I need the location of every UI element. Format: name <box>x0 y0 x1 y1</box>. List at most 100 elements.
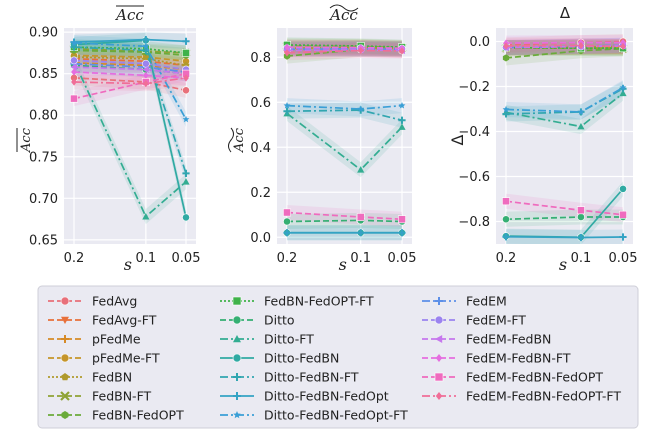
legend-label: FedBN-FedOPT-FT <box>264 294 374 309</box>
y-tick-label: 0.70 <box>29 192 58 207</box>
point-Ditto-FedBN-FedOpt <box>502 233 510 241</box>
legend-label: Ditto <box>264 313 295 328</box>
point-Ditto-FT <box>577 122 585 130</box>
line-FedAvg <box>73 76 187 92</box>
band-Ditto-FedBN-FedOpt-FT <box>506 80 623 120</box>
point-FedEM-FedBN-FedOPT-FT <box>71 78 77 86</box>
legend-marker <box>61 335 69 343</box>
y-axis-label: Acc <box>228 127 247 153</box>
legend-label: FedBN-FedOPT <box>92 408 184 423</box>
point-Ditto-FedBN <box>619 184 627 193</box>
legend-label: FedBN <box>92 370 132 385</box>
y-tick-label: −0.8 <box>458 215 490 230</box>
line-Ditto-FedBN-FedOpt <box>505 235 624 239</box>
legend-entry-FedEM: FedEM <box>422 294 507 309</box>
series-layer <box>282 37 407 241</box>
y-tick-label: −0.2 <box>458 80 490 95</box>
legend-marker <box>435 297 443 305</box>
plot-area <box>277 28 412 244</box>
legend-label: pFedMe-FT <box>92 351 160 366</box>
point-Ditto-FedBN-FT <box>283 107 291 115</box>
point-FedEM-FedBN-FedOPT <box>356 213 365 221</box>
legend-label: FedEM-FedBN <box>466 332 551 347</box>
point-FedEM-FedBN-FT <box>620 39 626 47</box>
title-text: Acc <box>114 6 144 24</box>
legend-label: Ditto-FedBN-FT <box>264 370 359 385</box>
legend-marker <box>60 353 70 363</box>
series-FedEM-FedBN-FedOPT <box>502 197 627 219</box>
series-Ditto-FedBN-FedOpt <box>283 229 406 237</box>
legend-label: Ditto-FT <box>264 332 314 347</box>
legend-entry-Ditto-FedBN-FedOpt-FT: Ditto-FedBN-FedOpt-FT <box>220 408 408 423</box>
title-text: Δ <box>560 4 571 22</box>
subplot-title: Δ <box>560 4 571 22</box>
series-FedEM-FedBN-FedOPT-FT <box>284 46 405 57</box>
legend-marker <box>233 411 241 419</box>
line-FedEM-FedBN-FT <box>73 71 187 79</box>
line-FedBN-FedOPT <box>73 49 187 57</box>
y-axis-label: Δ <box>448 134 467 145</box>
legend-box <box>37 285 639 429</box>
legend-entry-pFedMe: pFedMe <box>48 332 141 347</box>
series-Ditto <box>502 213 627 224</box>
point-Ditto-FedBN-FedOpt <box>182 37 190 45</box>
legend-label: Ditto-FedBN-FedOpt-FT <box>264 408 408 423</box>
point-FedEM-FedBN-FedOPT <box>502 197 510 206</box>
point-FedEM-FedBN-FedOPT-FT <box>578 41 584 50</box>
y-tick-label: −0.6 <box>458 170 490 185</box>
point-FedEM-FedBN-FT <box>284 43 290 51</box>
point-FedEM-FedBN <box>142 65 149 74</box>
point-Ditto-FedBN-FedOpt-FT <box>142 42 150 50</box>
line-pFedMe <box>73 62 187 71</box>
point-Ditto-FT <box>357 166 365 173</box>
line-FedEM-FT <box>73 59 187 71</box>
y-tick-label: 0.8 <box>250 51 271 66</box>
point-FedEM-FedBN-FedOPT-FT <box>284 49 290 57</box>
legend-marker <box>61 316 69 324</box>
legend-entry-FedEM-FedBN: FedEM-FedBN <box>422 332 551 347</box>
series-FedEM-FedBN-FedOPT-FT <box>503 41 626 51</box>
legend-label: FedEM-FedBN-FedOPT-FT <box>466 389 621 404</box>
point-Ditto-FedBN-FedOpt-FT <box>577 108 585 115</box>
x-tick-label: 0.05 <box>388 251 417 266</box>
band-Ditto-FedBN <box>506 181 623 244</box>
legend-label: FedEM-FT <box>466 313 526 328</box>
point-Ditto-FedBN-FedOpt-FT <box>182 115 190 123</box>
legend-marker <box>435 354 443 362</box>
legend-label: FedBN-FT <box>92 389 152 404</box>
ylabel-text: Acc <box>19 127 34 153</box>
x-tick-label: 0.1 <box>571 251 592 266</box>
point-Ditto-FedBN-FT <box>182 169 190 177</box>
x-tick-label: 0.2 <box>496 251 517 266</box>
point-Ditto-FT <box>182 178 190 185</box>
legend-entry-FedBN-FedOPT: FedBN-FedOPT <box>48 408 184 423</box>
legend-marker <box>60 296 70 306</box>
legend-entry-Ditto-FedBN-FedOpt: Ditto-FedBN-FedOpt <box>220 389 389 404</box>
legend-entry-Ditto-FedBN-FT: Ditto-FedBN-FT <box>220 370 359 385</box>
y-tick-label: 0.75 <box>29 150 58 165</box>
legend-entry-FedAvg: FedAvg <box>48 294 137 309</box>
point-FedEM-FedBN-FedOPT <box>283 208 291 217</box>
point-Ditto-FedBN-FT <box>398 116 406 124</box>
x-tick-label: 0.1 <box>350 251 371 266</box>
point-FedEM-FedBN-FedOPT <box>398 215 406 224</box>
line-pFedMe-FT <box>73 54 187 63</box>
band-Ditto-FT <box>287 105 402 178</box>
x-tick-label: 0.1 <box>135 251 156 266</box>
point-Ditto-FedBN <box>182 213 190 222</box>
point-FedEM-FedBN-FedOPT-FT <box>183 74 189 82</box>
title-tilde <box>329 4 359 12</box>
series-Ditto-FedBN-FedOpt <box>502 233 627 242</box>
point-Ditto-FedBN-FedOpt <box>283 229 291 237</box>
subplot-3: 0.0 −0.2 −0.4 −0.6 −0.8 0.2 0.1 0.05 s Δ Δ <box>448 4 637 274</box>
legend-label: Ditto-FedBN <box>264 351 339 366</box>
y-tick-label: 0.2 <box>250 186 271 201</box>
legend-label: FedAvg <box>92 294 137 309</box>
point-FedEM-FT <box>70 56 78 65</box>
x-axis-label: s <box>124 255 132 274</box>
point-Ditto-FT <box>619 89 627 97</box>
legend-label: Ditto-FedBN-FedOpt <box>264 389 389 404</box>
point-Ditto-FedBN-FedOpt <box>398 229 406 237</box>
